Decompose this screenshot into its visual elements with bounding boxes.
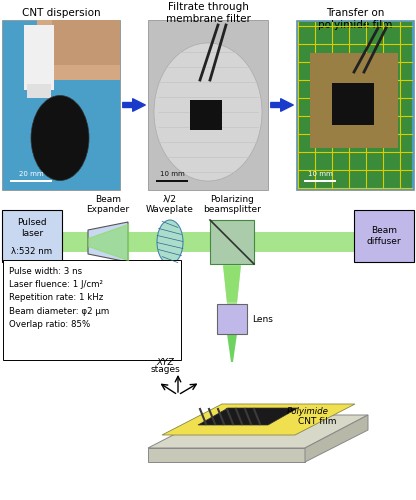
Ellipse shape [157,220,183,264]
Polygon shape [223,264,241,302]
Text: 10 mm: 10 mm [307,171,332,177]
Bar [2,210,62,262]
Bar [58,232,356,252]
Ellipse shape [31,96,89,180]
Text: Lens: Lens [252,314,273,324]
Text: CNT film: CNT film [298,418,337,426]
Polygon shape [305,415,368,462]
Bar [27,84,51,98]
Bar [296,20,414,190]
Bar [156,180,188,182]
Bar [10,180,52,182]
Bar [354,210,414,262]
Bar [332,83,374,125]
Bar [190,100,222,130]
Bar [37,20,120,80]
Text: λ/2
Waveplate: λ/2 Waveplate [146,194,194,214]
Text: Beam
Expander: Beam Expander [87,194,129,214]
Text: stages: stages [150,365,180,374]
Polygon shape [223,266,241,304]
Bar [2,20,120,190]
Bar [217,304,247,334]
Polygon shape [162,404,355,435]
Bar [298,22,412,188]
Text: Pulsed
laser: Pulsed laser [17,218,47,238]
Text: Pulse width: 3 ns
Laser fluence: 1 J/cm²
Repetition rate: 1 kHz
Beam diameter: φ: Pulse width: 3 ns Laser fluence: 1 J/cm²… [9,267,109,329]
Bar [0,192,416,500]
Polygon shape [88,222,128,262]
Polygon shape [198,408,298,425]
Text: Polyimide: Polyimide [287,408,329,416]
Text: 10 mm: 10 mm [160,171,184,177]
Text: Transfer on
polyimide film: Transfer on polyimide film [318,8,392,30]
Bar [210,220,254,264]
Ellipse shape [154,43,262,181]
Bar [148,20,268,190]
Text: 20 mm: 20 mm [19,171,43,177]
Bar [310,53,398,148]
Bar [52,20,120,65]
Bar [24,25,54,90]
Bar [304,180,336,182]
Polygon shape [227,334,237,362]
Polygon shape [148,448,305,462]
Text: CNT dispersion: CNT dispersion [22,8,100,18]
Text: Beam
diffuser: Beam diffuser [366,226,401,246]
Bar [3,260,181,360]
Text: Polarizing
beamsplitter: Polarizing beamsplitter [203,194,261,214]
Text: λ:532 nm: λ:532 nm [11,248,52,256]
Polygon shape [148,415,368,448]
Text: Filtrate through
membrane filter: Filtrate through membrane filter [166,2,250,24]
Text: XYZ: XYZ [156,358,174,367]
